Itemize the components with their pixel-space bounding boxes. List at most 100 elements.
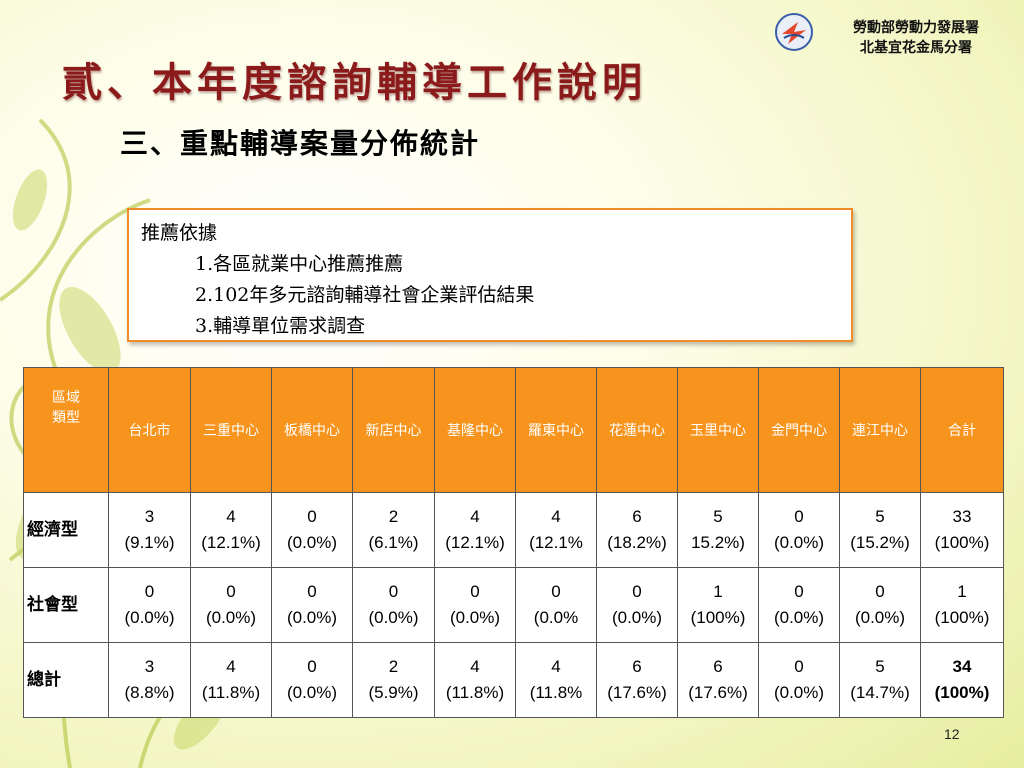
- table-cell: 6 (17.6%): [677, 642, 759, 718]
- table-cell: 1 (100%): [677, 567, 759, 643]
- table-cell: 3 (9.1%): [108, 492, 191, 568]
- column-header: 板橋中心: [271, 367, 353, 493]
- table-cell: 0 (0.0%): [271, 567, 353, 643]
- cell-count: 5: [713, 507, 723, 526]
- cell-percentage: (100%): [934, 533, 990, 552]
- table-cell: 0 (0.0%): [596, 567, 678, 643]
- table-row: 經濟型 3 (9.1%) 4 (12.1%) 0 (0.0%) 2 (6.1%) 4 (12.1%)…: [23, 492, 1004, 568]
- cell-count: 0: [307, 582, 317, 601]
- table-cell: 0 (0.0%): [108, 567, 191, 643]
- cell-percentage: (12.1%: [529, 533, 583, 552]
- cell-percentage: (12.1%): [201, 533, 261, 552]
- table-cell: 0 (0.0%): [352, 567, 435, 643]
- cell-percentage: (11.8%): [201, 683, 261, 702]
- column-header: 連江中心: [839, 367, 921, 493]
- cell-count: 3: [144, 507, 155, 526]
- table-cell: 0 (0.0%): [839, 567, 921, 643]
- cell-count: 2: [388, 507, 399, 526]
- basis-item: 2.102年多元諮詢輔導社會企業評估結果: [195, 284, 535, 306]
- table-cell: 0 (0.0%): [758, 642, 840, 718]
- cell-percentage: (0.0%): [286, 608, 338, 627]
- cell-percentage: (12.1%): [445, 533, 505, 552]
- cell-percentage: (0.0%): [449, 608, 501, 627]
- column-header: 基隆中心: [434, 367, 516, 493]
- column-header: 台北市: [108, 367, 191, 493]
- corner-region-label: 區域: [52, 390, 80, 406]
- agency-line1: 勞動部勞動力發展署: [853, 20, 979, 36]
- cell-count: 34: [952, 657, 972, 676]
- cell-percentage: 15.2%): [691, 533, 745, 552]
- table-cell: 6 (17.6%): [596, 642, 678, 718]
- cell-percentage: (0.0%): [286, 533, 338, 552]
- cell-percentage: (6.1%): [368, 533, 419, 552]
- table-header-row: 區域 類型 台北市 三重中心 板橋中心 新店中心 基隆中心 羅東中心 花蓮中心 …: [23, 367, 1004, 493]
- table-cell: 5 (14.7%): [839, 642, 921, 718]
- table-body: 經濟型 3 (9.1%) 4 (12.1%) 0 (0.0%) 2 (6.1%) 4 (12.1%)…: [23, 492, 1004, 718]
- table-cell: 33 (100%): [920, 492, 1004, 568]
- cell-percentage: (14.7%): [850, 683, 910, 702]
- table-cell: 0 (0.0%): [758, 492, 840, 568]
- cell-percentage: (9.1%): [124, 533, 175, 552]
- cell-percentage: (0.0%): [368, 608, 419, 627]
- cell-percentage: (11.8%: [529, 683, 583, 702]
- cell-count: 0: [388, 582, 399, 601]
- cell-percentage: (5.9%): [368, 683, 419, 702]
- cell-percentage: (0.0%: [533, 608, 579, 627]
- cell-percentage: (0.0%): [205, 608, 257, 627]
- cell-count: 0: [551, 582, 561, 601]
- row-label: 總計: [23, 642, 109, 718]
- cell-percentage: (100%): [690, 608, 746, 627]
- table-cell: 0 (0.0%): [434, 567, 516, 643]
- agency-logo-icon: [775, 13, 813, 51]
- cell-count: 4: [226, 507, 236, 526]
- cell-percentage: (0.0%): [124, 608, 175, 627]
- cell-count: 0: [632, 582, 642, 601]
- cell-count: 4: [551, 507, 561, 526]
- table-cell: 2 (5.9%): [352, 642, 435, 718]
- table-row: 社會型 0 (0.0%) 0 (0.0%) 0 (0.0%) 0 (0.0%) 0 (0.0%) 0 (…: [23, 567, 1004, 643]
- table-cell: 4 (12.1%): [190, 492, 272, 568]
- page-title: 貳、本年度諮詢輔導工作說明: [62, 59, 647, 106]
- table-cell: 6 (18.2%): [596, 492, 678, 568]
- cell-count: 1: [957, 582, 967, 601]
- cell-count: 1: [713, 582, 723, 601]
- cell-percentage: (8.8%): [124, 683, 175, 702]
- table-cell: 4 (12.1%: [515, 492, 597, 568]
- cell-count: 0: [794, 582, 804, 601]
- column-header: 羅東中心: [515, 367, 597, 493]
- corner-type-label: 類型: [52, 410, 80, 426]
- table-cell: 4 (11.8%): [190, 642, 272, 718]
- cell-count: 0: [470, 582, 480, 601]
- cell-percentage: (17.6%): [688, 683, 748, 702]
- cell-percentage: (17.6%): [607, 683, 667, 702]
- column-header: 三重中心: [190, 367, 272, 493]
- cell-count: 2: [388, 657, 399, 676]
- case-distribution-table: 區域 類型 台北市 三重中心 板橋中心 新店中心 基隆中心 羅東中心 花蓮中心 …: [23, 367, 1004, 718]
- column-header: 合計: [920, 367, 1004, 493]
- table-cell: 0 (0.0%): [271, 642, 353, 718]
- table-corner-header: 區域 類型: [23, 367, 109, 493]
- table-cell: 4 (11.8%): [434, 642, 516, 718]
- cell-percentage: (15.2%): [850, 533, 910, 552]
- table-cell: 4 (12.1%): [434, 492, 516, 568]
- page-number: 12: [944, 726, 960, 742]
- table-cell: 0 (0.0%): [758, 567, 840, 643]
- cell-count: 0: [144, 582, 155, 601]
- section-subtitle: 三、重點輔導案量分佈統計: [120, 127, 481, 160]
- row-label: 社會型: [23, 567, 109, 643]
- table-cell: 5 15.2%): [677, 492, 759, 568]
- table-cell: 0 (0.0%: [515, 567, 597, 643]
- table-cell: 34 (100%): [920, 642, 1004, 718]
- table-row: 總計 3 (8.8%) 4 (11.8%) 0 (0.0%) 2 (5.9%) 4 (11.8%) 4…: [23, 642, 1004, 718]
- cell-percentage: (0.0%): [773, 533, 825, 552]
- table-cell: 0 (0.0%): [271, 492, 353, 568]
- cell-count: 6: [632, 507, 642, 526]
- cell-count: 4: [470, 657, 480, 676]
- cell-percentage: (0.0%): [854, 608, 906, 627]
- recommendation-basis-box: 推薦依據 1.各區就業中心推薦推薦 2.102年多元諮詢輔導社會企業評估結果 3…: [127, 208, 853, 342]
- cell-count: 0: [794, 507, 804, 526]
- basis-heading: 推薦依據: [141, 222, 218, 244]
- cell-count: 5: [875, 507, 885, 526]
- table-cell: 2 (6.1%): [352, 492, 435, 568]
- table-cell: 5 (15.2%): [839, 492, 921, 568]
